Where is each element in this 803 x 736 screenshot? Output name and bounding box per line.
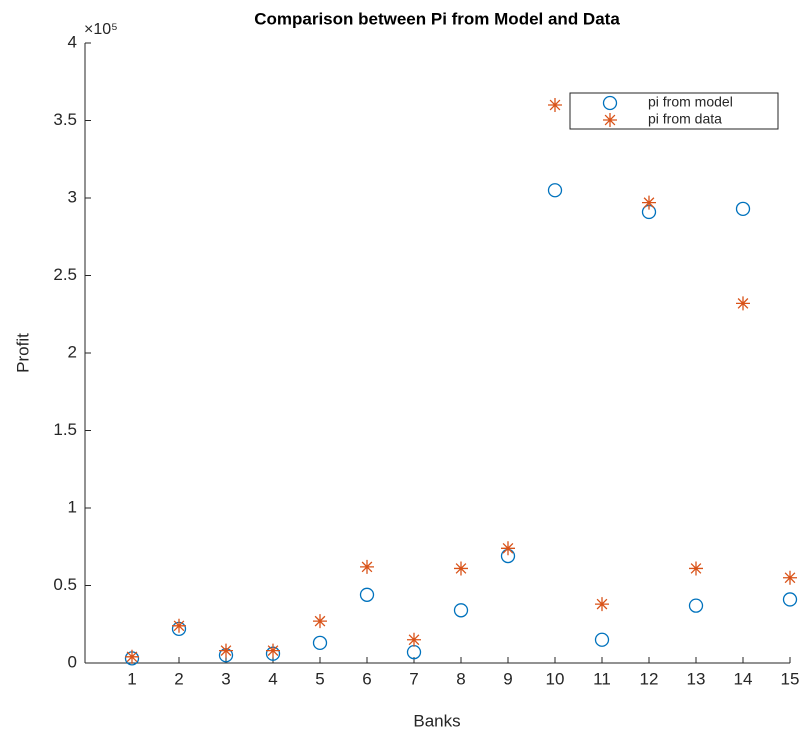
point: [266, 643, 280, 658]
point: [735, 201, 751, 217]
point: [594, 632, 610, 647]
point: [407, 632, 421, 647]
point: [360, 559, 374, 574]
x-axis-label: Banks: [413, 711, 460, 730]
y-tick-label: 2: [68, 342, 77, 361]
x-tick-label: 8: [456, 669, 465, 688]
x-tick-label: 9: [503, 669, 512, 688]
x-tick-label: 10: [546, 669, 565, 688]
point: [312, 635, 328, 650]
y-tick-label: 1: [68, 497, 77, 516]
x-tick-label: 7: [409, 669, 418, 688]
point: [642, 195, 656, 210]
x-tick-label: 3: [221, 669, 230, 688]
x-tick-label: 14: [734, 669, 753, 688]
point: [736, 296, 750, 311]
legend-marker: [603, 113, 617, 127]
y-tick-label: 2.5: [53, 265, 77, 284]
point: [501, 541, 515, 556]
point: [783, 570, 797, 585]
y-tick-label: 4: [68, 32, 77, 51]
point: [406, 645, 422, 660]
x-tick-label: 15: [781, 669, 800, 688]
y-tick-label: 3.5: [53, 110, 77, 129]
point: [782, 592, 798, 607]
point: [172, 618, 186, 633]
x-tick-label: 11: [593, 669, 611, 688]
point: [547, 183, 563, 198]
x-tick-label: 13: [687, 669, 706, 688]
point: [688, 598, 704, 613]
x-tick-label: 4: [268, 669, 277, 688]
point: [219, 643, 233, 658]
chart-title: Comparison between Pi from Model and Dat…: [254, 9, 620, 28]
x-tick-label: 1: [127, 669, 136, 688]
point: [453, 603, 469, 618]
legend-label: pi from data: [648, 111, 722, 127]
point: [125, 649, 139, 664]
point: [548, 98, 562, 112]
x-tick-label: 2: [174, 669, 183, 688]
x-tick-label: 6: [362, 669, 371, 688]
legend-label: pi from model: [648, 94, 733, 110]
y-multiplier: ×10⁵: [84, 21, 118, 38]
point: [359, 587, 375, 602]
y-axis-label: Profit: [13, 333, 32, 373]
point: [313, 614, 327, 629]
y-tick-label: 3: [68, 187, 77, 206]
y-tick-label: 0: [68, 652, 77, 671]
legend-box: [569, 92, 779, 130]
x-tick-label: 5: [315, 669, 324, 688]
point: [595, 597, 609, 612]
point: [689, 561, 703, 576]
point: [454, 561, 468, 576]
y-tick-label: 0.5: [53, 575, 77, 594]
legend-marker: [602, 95, 618, 111]
x-tick-label: 12: [640, 669, 659, 688]
y-tick-label: 1.5: [53, 420, 77, 439]
